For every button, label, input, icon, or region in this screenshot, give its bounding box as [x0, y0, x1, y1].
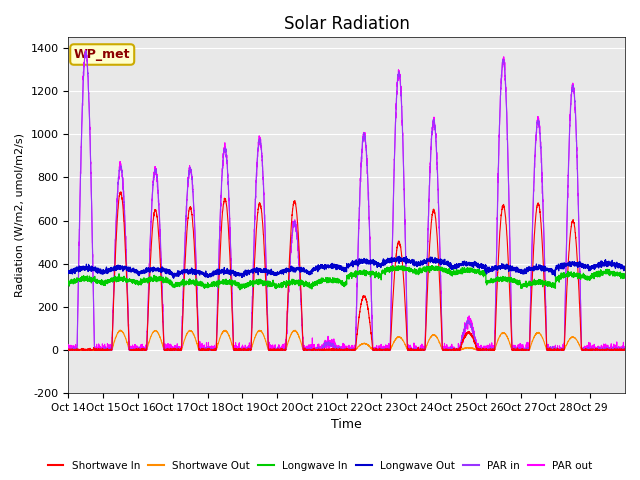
X-axis label: Time: Time: [332, 419, 362, 432]
Title: Solar Radiation: Solar Radiation: [284, 15, 410, 33]
Y-axis label: Radiation (W/m2, umol/m2/s): Radiation (W/m2, umol/m2/s): [15, 133, 25, 297]
Legend: Shortwave In, Shortwave Out, Longwave In, Longwave Out, PAR in, PAR out: Shortwave In, Shortwave Out, Longwave In…: [44, 456, 596, 475]
Text: WP_met: WP_met: [74, 48, 131, 61]
